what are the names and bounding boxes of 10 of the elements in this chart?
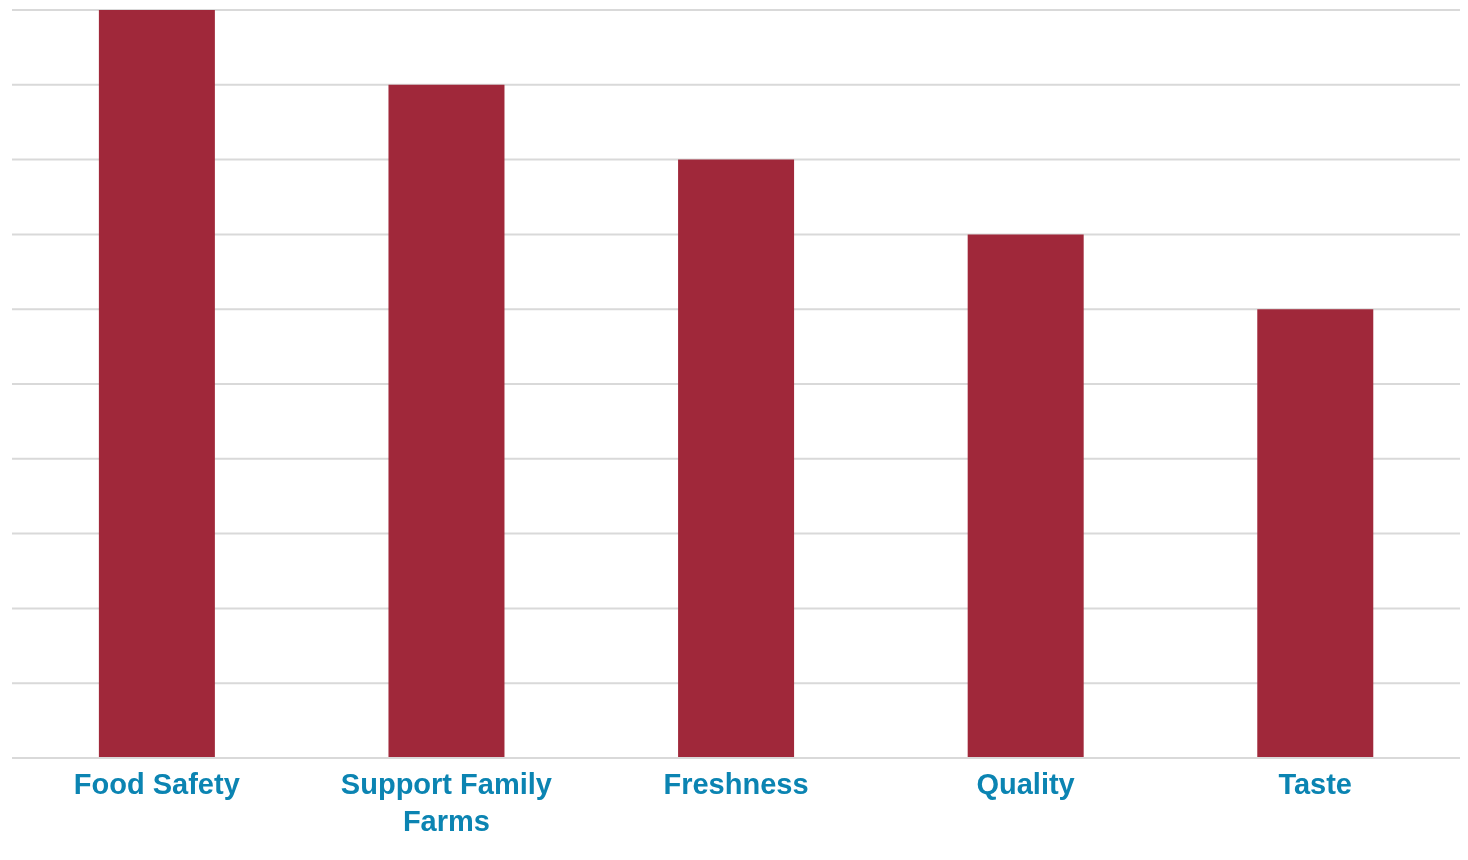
x-tick-label: Support Family Farms bbox=[340, 768, 552, 837]
bar bbox=[1257, 309, 1374, 758]
x-tick-label: Quality bbox=[976, 768, 1075, 800]
bar bbox=[967, 234, 1084, 758]
bar bbox=[678, 159, 795, 758]
x-tick-label: Freshness bbox=[663, 768, 809, 800]
x-tick-label: Taste bbox=[1278, 768, 1352, 800]
bar bbox=[388, 84, 505, 758]
bar bbox=[98, 10, 215, 758]
x-tick-label: Food Safety bbox=[73, 768, 240, 800]
